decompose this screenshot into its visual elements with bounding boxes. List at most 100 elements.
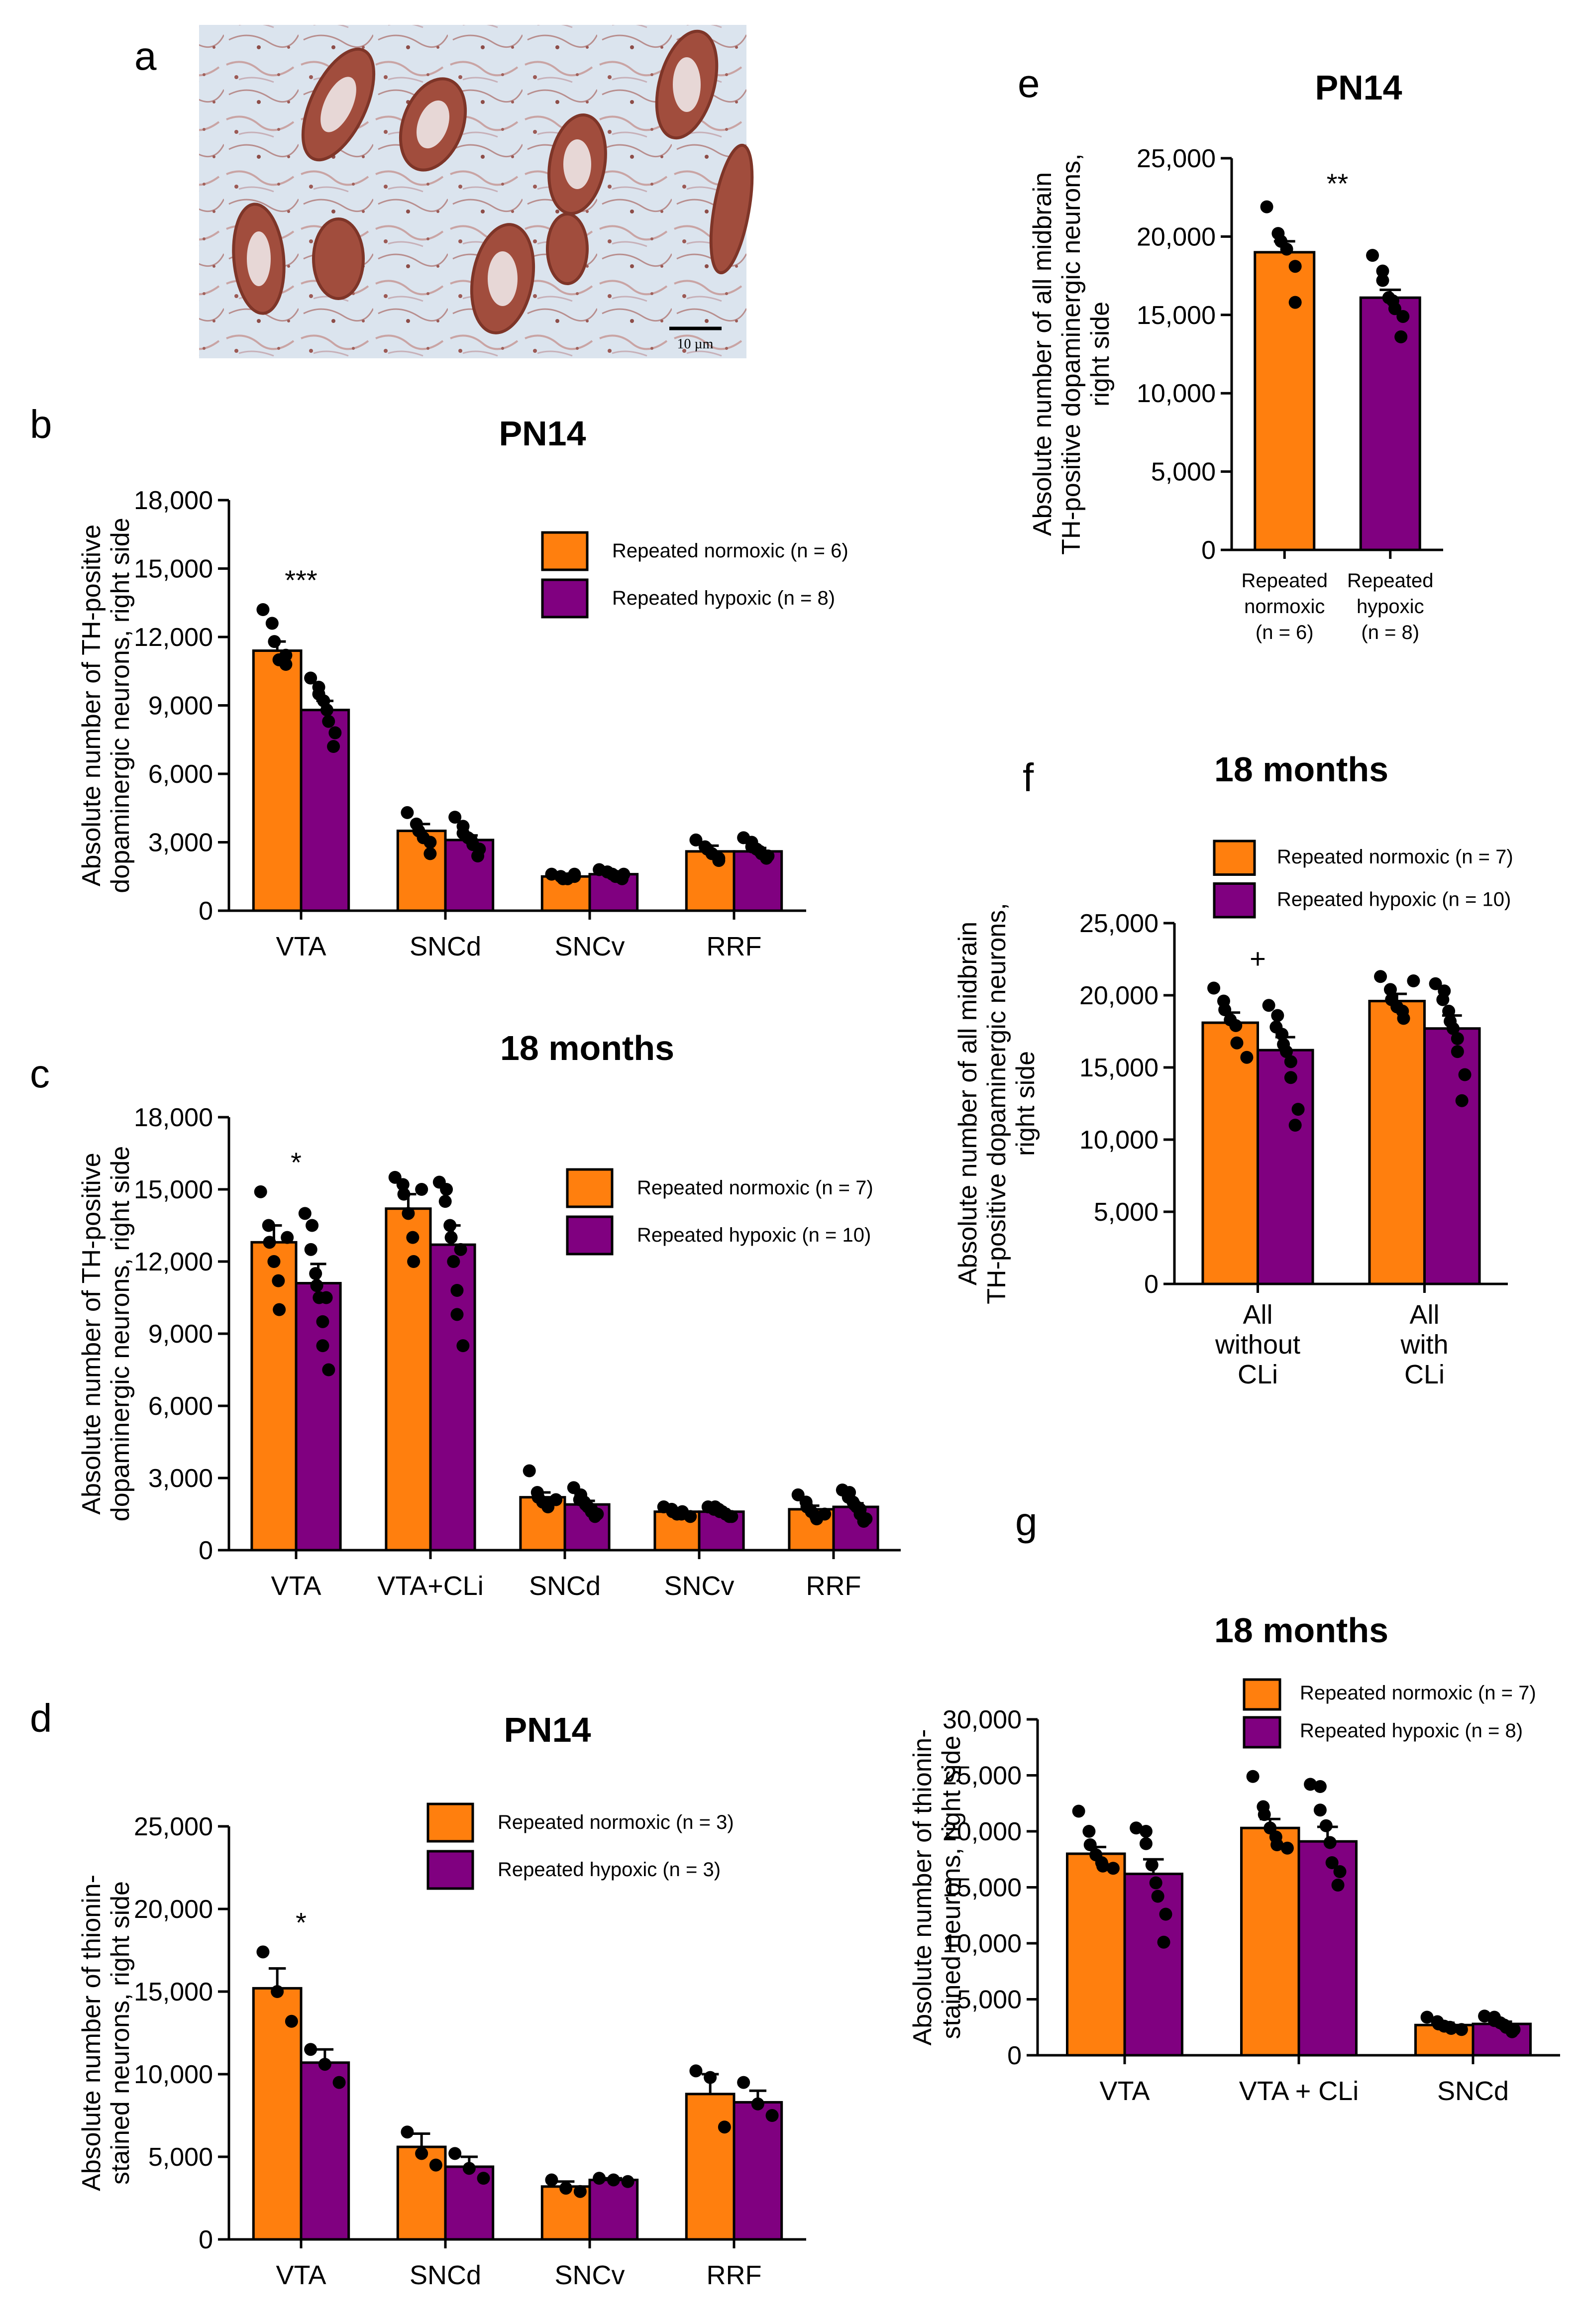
data-point [306, 1219, 319, 1232]
data-point [559, 2182, 573, 2195]
legend-swatch-normoxic [541, 531, 589, 571]
data-point [406, 1231, 420, 1244]
data-point [1288, 296, 1302, 309]
data-point [588, 1510, 602, 1523]
x-tick-label: VTA + CLi [1239, 2076, 1359, 2106]
data-point [447, 1255, 460, 1268]
chart-panel-c: c 18 months 0 3,000 6,000 9,000 12,000 15,000 18… [30, 1029, 901, 1601]
data-point [316, 1339, 329, 1353]
data-point [1271, 1009, 1284, 1022]
bar-hypoxic [588, 2178, 639, 2241]
data-point [1376, 264, 1389, 278]
data-point [1388, 302, 1401, 316]
bar-hypoxic [300, 709, 350, 912]
y-tick-label: 15,000 [943, 1874, 1022, 1902]
data-point [1083, 1838, 1097, 1851]
data-point [1394, 330, 1408, 343]
data-point [267, 1255, 281, 1268]
x-tick-label: VTA [271, 1571, 321, 1601]
data-point [273, 1303, 286, 1316]
data-point [689, 2064, 703, 2078]
chart-panel-b: b PN14 0 3,000 6,000 9,000 12,000 15,000 18,000 A… [30, 402, 848, 961]
legend-label: Repeated normoxic (n = 7) [1300, 1682, 1536, 1704]
data-point [304, 2043, 317, 2056]
data-point [1319, 1819, 1333, 1832]
data-point [1270, 1838, 1284, 1851]
data-point [1159, 1907, 1172, 1921]
data-point [712, 854, 726, 867]
data-point [401, 806, 414, 819]
data-point [1304, 1778, 1317, 1791]
y-tick-label: 25,000 [943, 1762, 1022, 1791]
data-point [309, 1267, 322, 1280]
data-point [396, 1178, 410, 1191]
data-point [1139, 1825, 1153, 1838]
data-point [1331, 1879, 1345, 1892]
data-point [1284, 1055, 1297, 1068]
data-point [549, 1493, 563, 1506]
significance-marker: * [296, 1906, 307, 1938]
legend-swatch-normoxic [426, 1802, 474, 1843]
data-point [281, 1231, 294, 1244]
bar-hypoxic [429, 1243, 476, 1552]
y-axis-label: stained neurons, right side [106, 1881, 135, 2185]
y-axis-label: dopaminergic neurons, right side [106, 518, 135, 893]
panel-label-g: g [1015, 1499, 1038, 1544]
legend-label: Repeated hypoxic (n = 10) [637, 1224, 871, 1246]
x-tick-label: SNCv [554, 2260, 625, 2290]
data-point [607, 2173, 620, 2187]
data-point [456, 1339, 470, 1353]
y-tick-label: 20,000 [1079, 981, 1159, 1010]
data-point [440, 1183, 453, 1196]
data-point [1284, 1071, 1297, 1084]
x-tick-label: CLi [1404, 1360, 1445, 1389]
data-point [298, 1207, 312, 1220]
y-axis-label: dopaminergic neurons, right side [106, 1146, 135, 1521]
data-point [448, 2147, 462, 2160]
data-point [684, 1510, 697, 1523]
y-axis-label: Absolute number of TH-positive [77, 1153, 106, 1514]
data-point [857, 1515, 870, 1528]
bar-hypoxic [1123, 1873, 1183, 2057]
x-tick-label: Repeated [1347, 570, 1433, 592]
data-point [1246, 1770, 1260, 1783]
data-point [438, 1195, 452, 1208]
y-axis-label: right side [1086, 302, 1115, 407]
data-point [1445, 2022, 1458, 2035]
data-point [265, 617, 279, 630]
panel-label-a: a [134, 34, 157, 78]
data-point [1149, 1876, 1162, 1890]
data-point [689, 833, 703, 846]
data-point [1436, 993, 1450, 1006]
data-point [322, 1363, 335, 1376]
data-point [1218, 1003, 1232, 1016]
y-tick-label: 15,000 [1137, 301, 1216, 330]
y-tick-label: 5,000 [1151, 458, 1216, 487]
data-point [1313, 1803, 1327, 1817]
y-tick-label: 20,000 [1137, 222, 1216, 251]
scale-bar-label: 10 µm [677, 336, 714, 352]
data-point [429, 2158, 442, 2172]
legend-label: Repeated normoxic (n = 7) [637, 1177, 873, 1199]
data-point [1397, 1012, 1410, 1025]
panel-label-b: b [30, 402, 52, 446]
x-tick-label: RRF [707, 2260, 762, 2290]
y-axis-label: Absolute number of all midbrain [953, 922, 982, 1285]
x-tick-label: All [1409, 1300, 1439, 1330]
data-point [704, 2071, 717, 2084]
data-point [1258, 1808, 1271, 1821]
significance-marker: * [291, 1147, 302, 1178]
data-point [471, 849, 485, 862]
data-point [1429, 977, 1442, 990]
bar-hypoxic [733, 2101, 783, 2241]
data-point [1106, 1862, 1120, 1875]
x-tick-label: RRF [806, 1571, 861, 1601]
data-point [1207, 981, 1221, 995]
y-tick-label: 0 [1144, 1270, 1159, 1299]
data-point [304, 1243, 317, 1256]
data-point [1139, 1837, 1153, 1850]
y-tick-label: 0 [199, 1536, 213, 1565]
legend-swatch-hypoxic [1213, 882, 1256, 919]
x-tick-label: normoxic [1244, 596, 1325, 618]
